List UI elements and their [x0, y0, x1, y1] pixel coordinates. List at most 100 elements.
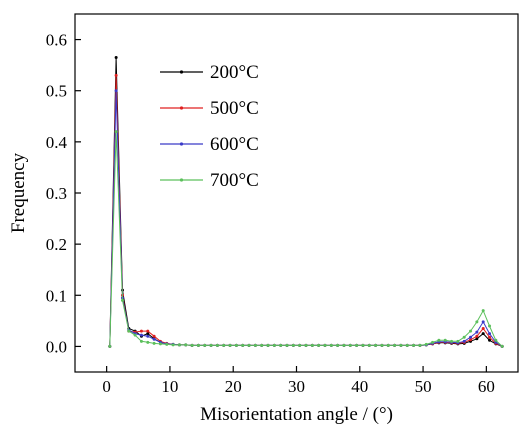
legend-item: 700°C	[160, 170, 259, 191]
data-point	[367, 343, 371, 347]
data-point	[190, 343, 194, 347]
data-point	[114, 89, 118, 93]
data-point	[399, 343, 403, 347]
data-point	[171, 343, 175, 347]
y-tick-label: 0.4	[46, 133, 68, 152]
data-point	[393, 343, 397, 347]
data-point	[152, 337, 156, 341]
series-line	[109, 57, 503, 347]
x-tick-label: 60	[478, 377, 495, 396]
data-point	[462, 339, 466, 343]
legend-item: 200°C	[160, 62, 259, 83]
data-point	[127, 329, 131, 333]
data-point	[152, 334, 156, 338]
series-2	[108, 73, 504, 348]
data-point	[222, 343, 226, 347]
data-point	[475, 320, 479, 324]
x-tick-label: 20	[225, 377, 242, 396]
data-point	[266, 343, 270, 347]
x-tick-label: 30	[288, 377, 305, 396]
data-point	[431, 340, 435, 344]
y-axis-title: Frequency	[8, 152, 29, 233]
data-point	[260, 343, 264, 347]
legend-label: 500°C	[210, 98, 259, 119]
data-point	[443, 338, 447, 342]
data-point	[380, 343, 384, 347]
data-point	[437, 338, 441, 342]
data-point	[114, 55, 118, 59]
data-point	[203, 343, 207, 347]
x-tick-label: 40	[351, 377, 368, 396]
data-point	[310, 343, 314, 347]
data-point	[475, 337, 479, 341]
series-line	[109, 75, 503, 347]
data-point	[139, 329, 143, 333]
x-axis: 0 10 20 30 40 50 60	[102, 366, 495, 396]
data-point	[139, 333, 143, 337]
data-point	[146, 340, 150, 344]
data-point	[488, 335, 492, 339]
y-tick-label: 0.5	[46, 82, 67, 101]
data-point	[108, 344, 112, 348]
data-point	[481, 309, 485, 313]
data-point	[488, 324, 492, 328]
data-point	[481, 332, 485, 336]
data-point	[114, 130, 118, 134]
x-tick-label: 50	[415, 377, 432, 396]
x-axis-title: Misorientation angle / (°)	[200, 404, 393, 425]
y-tick-label: 0.0	[46, 337, 67, 356]
data-point	[279, 343, 283, 347]
data-point	[146, 332, 150, 336]
data-point	[114, 73, 118, 77]
data-point	[247, 343, 251, 347]
legend-marker	[179, 178, 184, 182]
data-point	[475, 330, 479, 334]
legend-label: 600°C	[210, 134, 259, 155]
data-point	[291, 343, 295, 347]
data-point	[228, 343, 232, 347]
data-point	[405, 343, 409, 347]
legend-marker	[179, 142, 184, 146]
x-tick-label: 0	[102, 377, 111, 396]
series-line	[109, 131, 503, 347]
data-point	[374, 343, 378, 347]
data-point	[348, 343, 352, 347]
data-point	[120, 298, 124, 302]
data-point	[386, 343, 390, 347]
y-tick-label: 0.2	[46, 235, 67, 254]
data-point	[165, 342, 169, 346]
data-point	[469, 329, 473, 333]
data-point	[215, 343, 219, 347]
data-point	[469, 335, 473, 339]
data-point	[329, 343, 333, 347]
data-point	[234, 343, 238, 347]
data-point	[475, 334, 479, 338]
data-point	[488, 338, 492, 342]
legend: 200°C 500°C 600°C 700°C	[160, 62, 259, 191]
data-point	[424, 342, 428, 346]
data-point	[462, 335, 466, 339]
y-tick-label: 0.6	[46, 31, 67, 50]
plot-frame	[74, 13, 519, 373]
data-point	[298, 343, 302, 347]
data-point	[494, 338, 498, 342]
y-tick-label: 0.1	[46, 286, 67, 305]
data-point	[177, 343, 181, 347]
data-point	[317, 343, 321, 347]
data-point	[342, 343, 346, 347]
data-point	[450, 339, 454, 343]
data-point	[304, 343, 308, 347]
data-point	[133, 333, 137, 337]
data-point	[418, 343, 422, 347]
x-tick-label: 10	[161, 377, 178, 396]
legend-item: 600°C	[160, 134, 259, 155]
data-point	[323, 343, 327, 347]
plot-border	[74, 13, 519, 373]
data-point	[500, 344, 504, 348]
series-3	[108, 89, 504, 348]
y-tick-label: 0.3	[46, 184, 67, 203]
series-1	[108, 55, 504, 348]
data-point	[355, 343, 359, 347]
legend-label: 200°C	[210, 62, 259, 83]
